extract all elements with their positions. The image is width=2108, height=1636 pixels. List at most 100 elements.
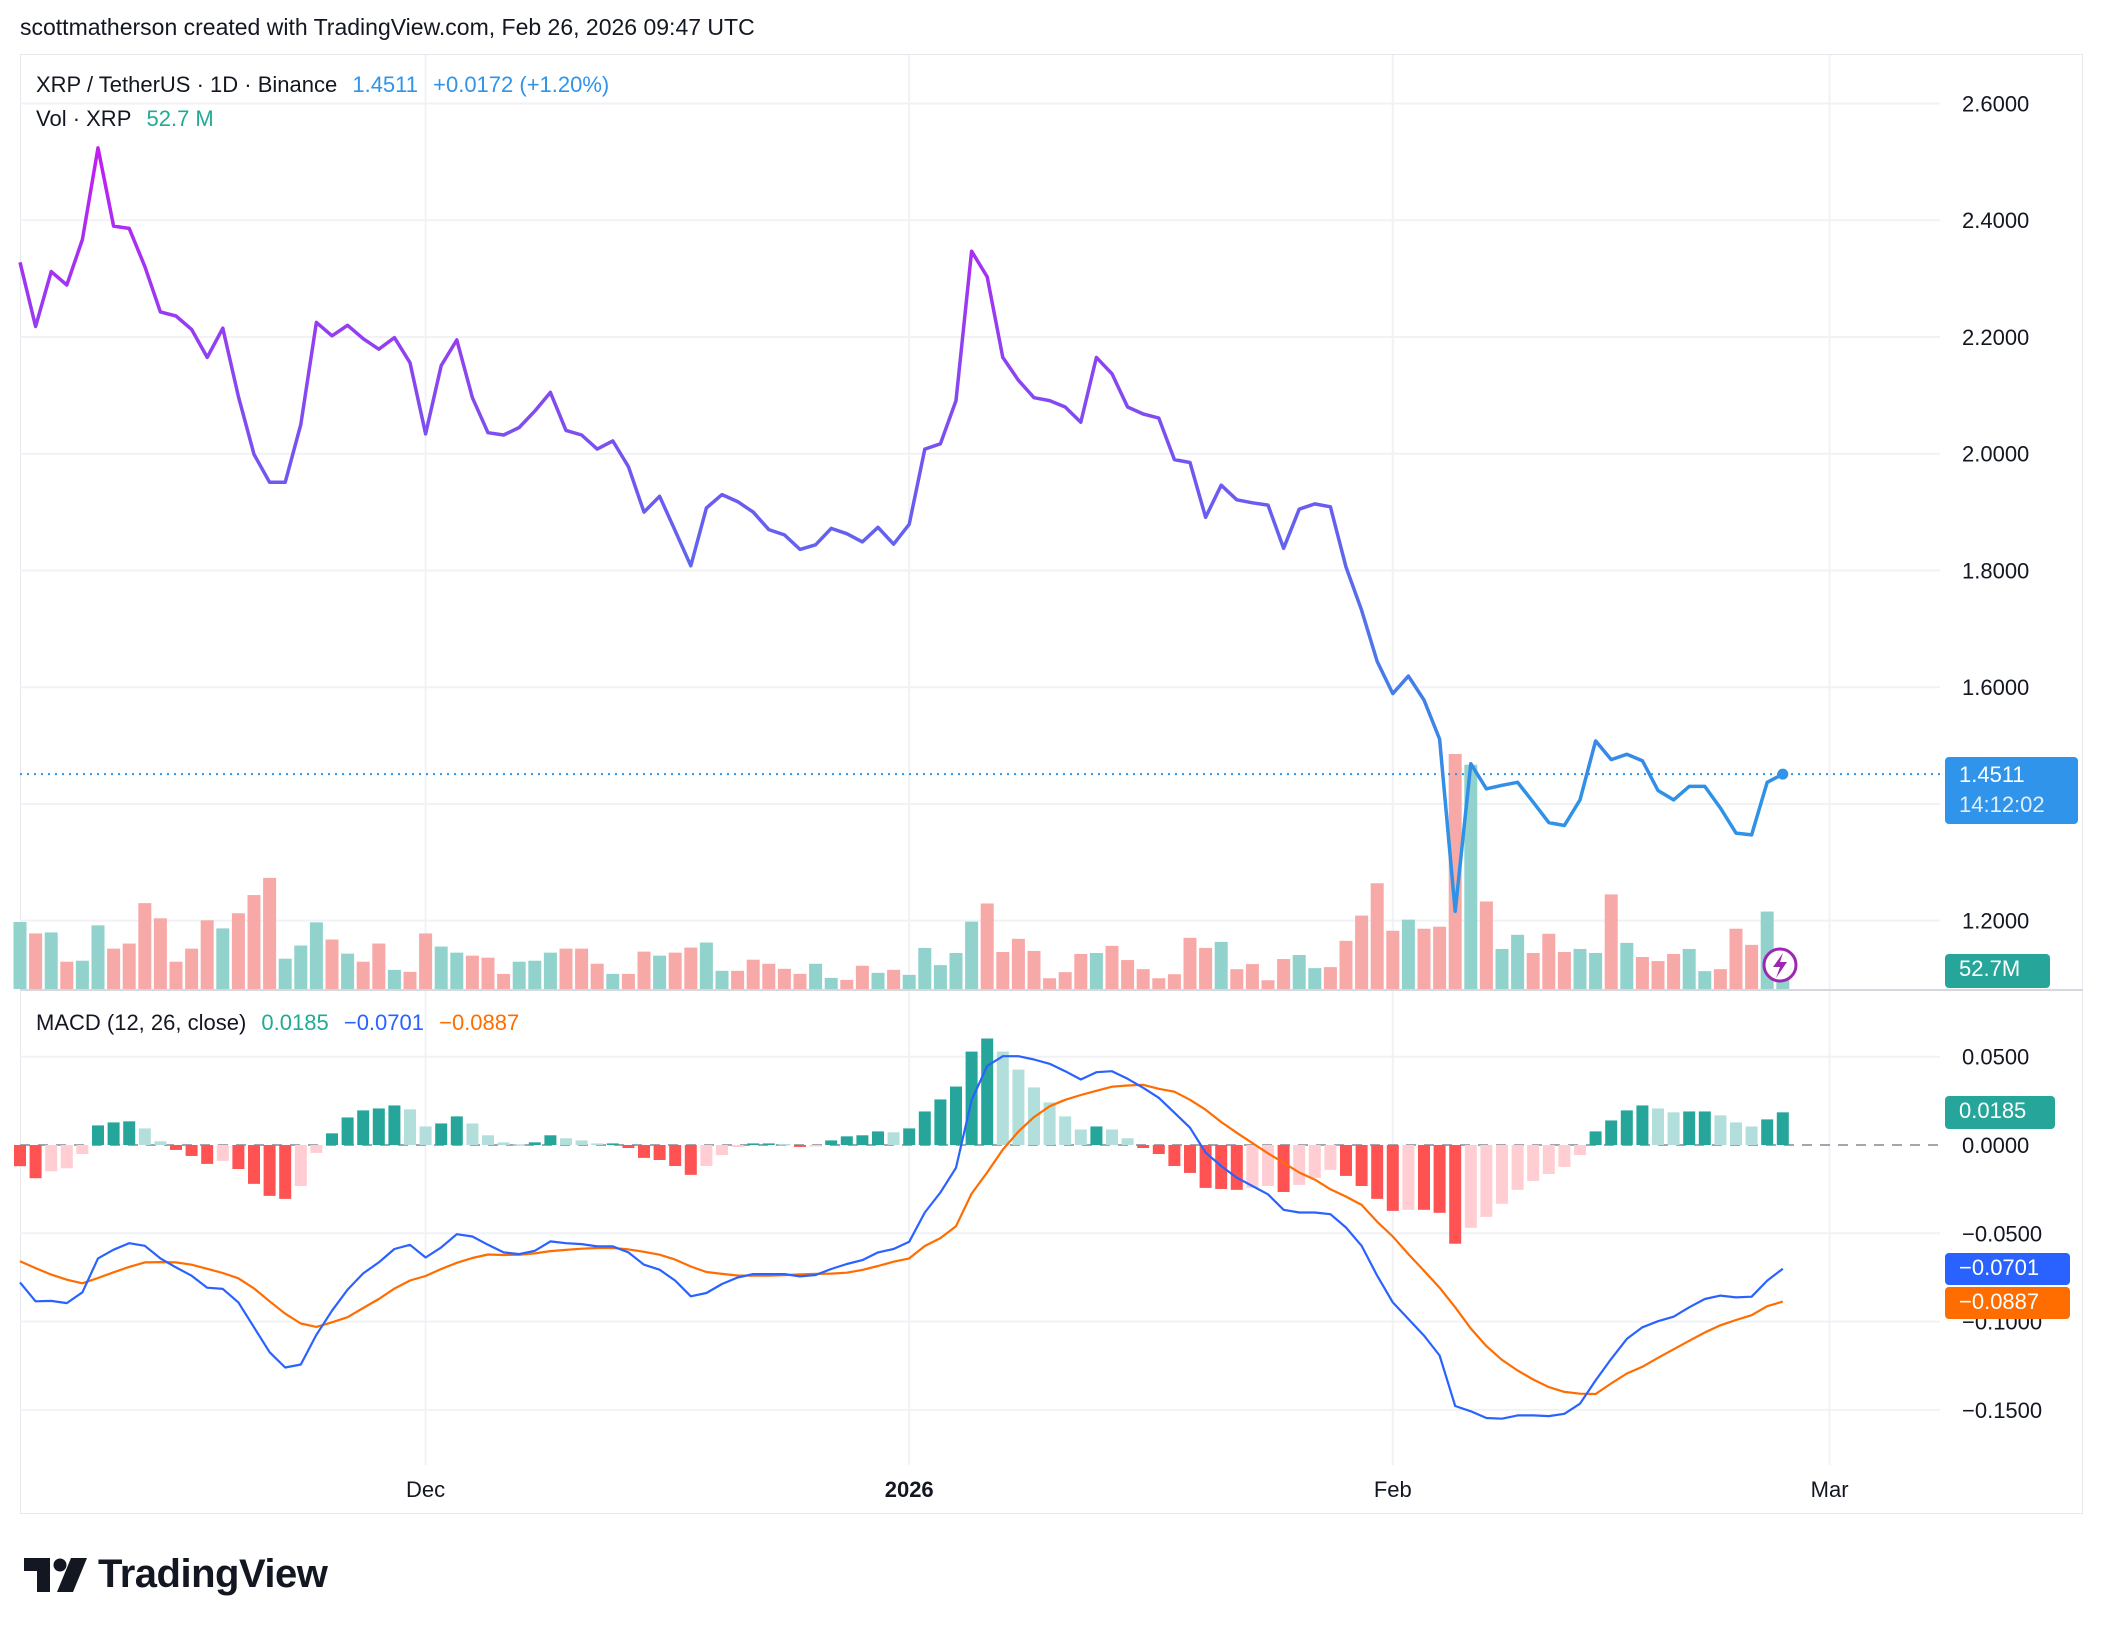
macd-histogram-bar	[872, 1131, 884, 1145]
volume-bar	[450, 952, 464, 989]
time-tick-label: Mar	[1811, 1477, 1849, 1502]
macd-histogram-bar	[1090, 1126, 1103, 1145]
macd-line[interactable]	[19, 1055, 1784, 1420]
volume-bar	[731, 970, 745, 989]
macd-histogram-bar	[1589, 1131, 1602, 1145]
volume-bar	[1058, 972, 1072, 989]
volume-bar	[185, 948, 199, 989]
macd-histogram-bar	[1449, 1145, 1462, 1244]
macd-histogram-bar	[232, 1145, 245, 1170]
volume-bar	[1526, 952, 1540, 989]
volume-bar	[1308, 968, 1322, 989]
volume-bar	[965, 921, 979, 989]
volume-bar	[606, 973, 620, 989]
volume-bar	[840, 979, 854, 989]
macd-histogram-bar	[1152, 1145, 1165, 1155]
macd-histogram-bar	[1698, 1111, 1711, 1145]
volume-bar	[512, 961, 526, 989]
volume-bar	[1261, 980, 1275, 989]
signal-line[interactable]	[19, 1083, 1784, 1396]
volume-bar	[1386, 930, 1400, 989]
volume-bar	[1027, 950, 1041, 989]
volume-bar	[138, 903, 152, 989]
volume-bar	[1667, 953, 1681, 989]
volume-bar	[372, 943, 386, 989]
macd-histogram-bar	[1496, 1145, 1508, 1204]
volume-bar	[122, 943, 136, 989]
macd-tick-label: 0.0500	[1962, 1045, 2029, 1070]
volume-bar	[1511, 934, 1525, 989]
macd-histogram-bar	[1527, 1145, 1540, 1181]
macd-histogram-bar	[404, 1109, 416, 1145]
volume-bar	[653, 955, 667, 989]
volume-bar	[762, 963, 776, 989]
volume-bar	[621, 973, 635, 989]
volume-bar	[949, 952, 963, 989]
time-tick-label: 2026	[885, 1477, 934, 1502]
macd-histogram-bar	[575, 1140, 588, 1145]
volume-bar	[1323, 967, 1337, 989]
macd-histogram-bar	[45, 1145, 58, 1172]
macd-histogram-bar	[1371, 1145, 1384, 1199]
macd-histogram-bar	[1480, 1145, 1493, 1217]
volume-bar	[1089, 952, 1103, 989]
macd-histogram-bar	[1605, 1120, 1618, 1145]
volume-bar	[91, 925, 105, 989]
macd-histogram-bar	[1168, 1145, 1181, 1167]
volume-bar	[809, 963, 823, 989]
lightning-icon[interactable]	[1762, 947, 1798, 983]
volume-bar	[715, 970, 729, 989]
volume-bar	[1401, 919, 1415, 989]
volume-bar	[403, 971, 417, 989]
macd-legend[interactable]: MACD (12, 26, close) 0.0185 −0.0701 −0.0…	[36, 1010, 528, 1036]
last-price: 1.4511	[352, 72, 418, 97]
volume-bar	[1277, 959, 1291, 989]
volume-bar	[1479, 901, 1493, 989]
tradingview-logo[interactable]: TradingView	[24, 1552, 328, 1597]
volume-bar	[1152, 978, 1166, 989]
volume-bar	[1604, 894, 1618, 989]
last-price-marker	[1777, 768, 1789, 780]
macd-histogram-bar	[1106, 1129, 1118, 1145]
macd-histogram-bar	[419, 1126, 432, 1145]
volume-bar	[1011, 938, 1025, 989]
macd-histogram-bar	[1308, 1145, 1321, 1178]
volume-bar	[1448, 754, 1462, 989]
macd-histogram-bar	[1293, 1145, 1306, 1185]
macd-histogram-bar	[1745, 1126, 1758, 1145]
volume-bars	[13, 754, 1790, 989]
macd-badge: −0.0701	[1945, 1253, 2070, 1285]
price-tick-label: 2.4000	[1962, 208, 2029, 233]
macd-histogram-bar	[310, 1145, 323, 1153]
volume-bar	[824, 977, 838, 989]
tradingview-logo-icon	[24, 1557, 87, 1592]
macd-histogram-bar	[14, 1145, 26, 1167]
volume-bar	[590, 963, 604, 989]
volume-bar	[1136, 969, 1150, 989]
macd-histogram-bar	[887, 1132, 900, 1145]
symbol-legend[interactable]: XRP / TetherUS · 1D · Binance 1.4511 +0.…	[36, 72, 618, 98]
macd-histogram-bar	[1012, 1069, 1025, 1145]
macd-histogram-bar	[263, 1145, 276, 1196]
price-line[interactable]	[18, 146, 1784, 914]
last-price-badge: 1.4511 14:12:02	[1945, 757, 2078, 824]
volume-legend[interactable]: Vol · XRP 52.7 M	[36, 106, 223, 132]
macd-histogram-bar	[731, 1145, 744, 1147]
macd-histogram-bar	[76, 1145, 89, 1155]
macd-histogram-bar	[825, 1140, 838, 1145]
macd-signal-value: −0.0887	[439, 1010, 520, 1035]
volume-bar	[1464, 764, 1478, 989]
volume-bar	[933, 965, 947, 989]
volume-bar	[1589, 952, 1603, 989]
macd-histogram-bar	[466, 1123, 479, 1145]
macd-histogram-bar	[747, 1143, 760, 1145]
tradingview-logo-text: TradingView	[98, 1552, 328, 1596]
volume-bar	[1121, 960, 1135, 989]
macd-histogram-bar	[1418, 1145, 1430, 1210]
macd-histogram-bar	[622, 1145, 635, 1149]
volume-bar	[29, 933, 43, 989]
volume-bar	[1167, 974, 1181, 989]
macd-histogram-bar	[1433, 1145, 1446, 1213]
volume-bar	[1043, 978, 1057, 989]
